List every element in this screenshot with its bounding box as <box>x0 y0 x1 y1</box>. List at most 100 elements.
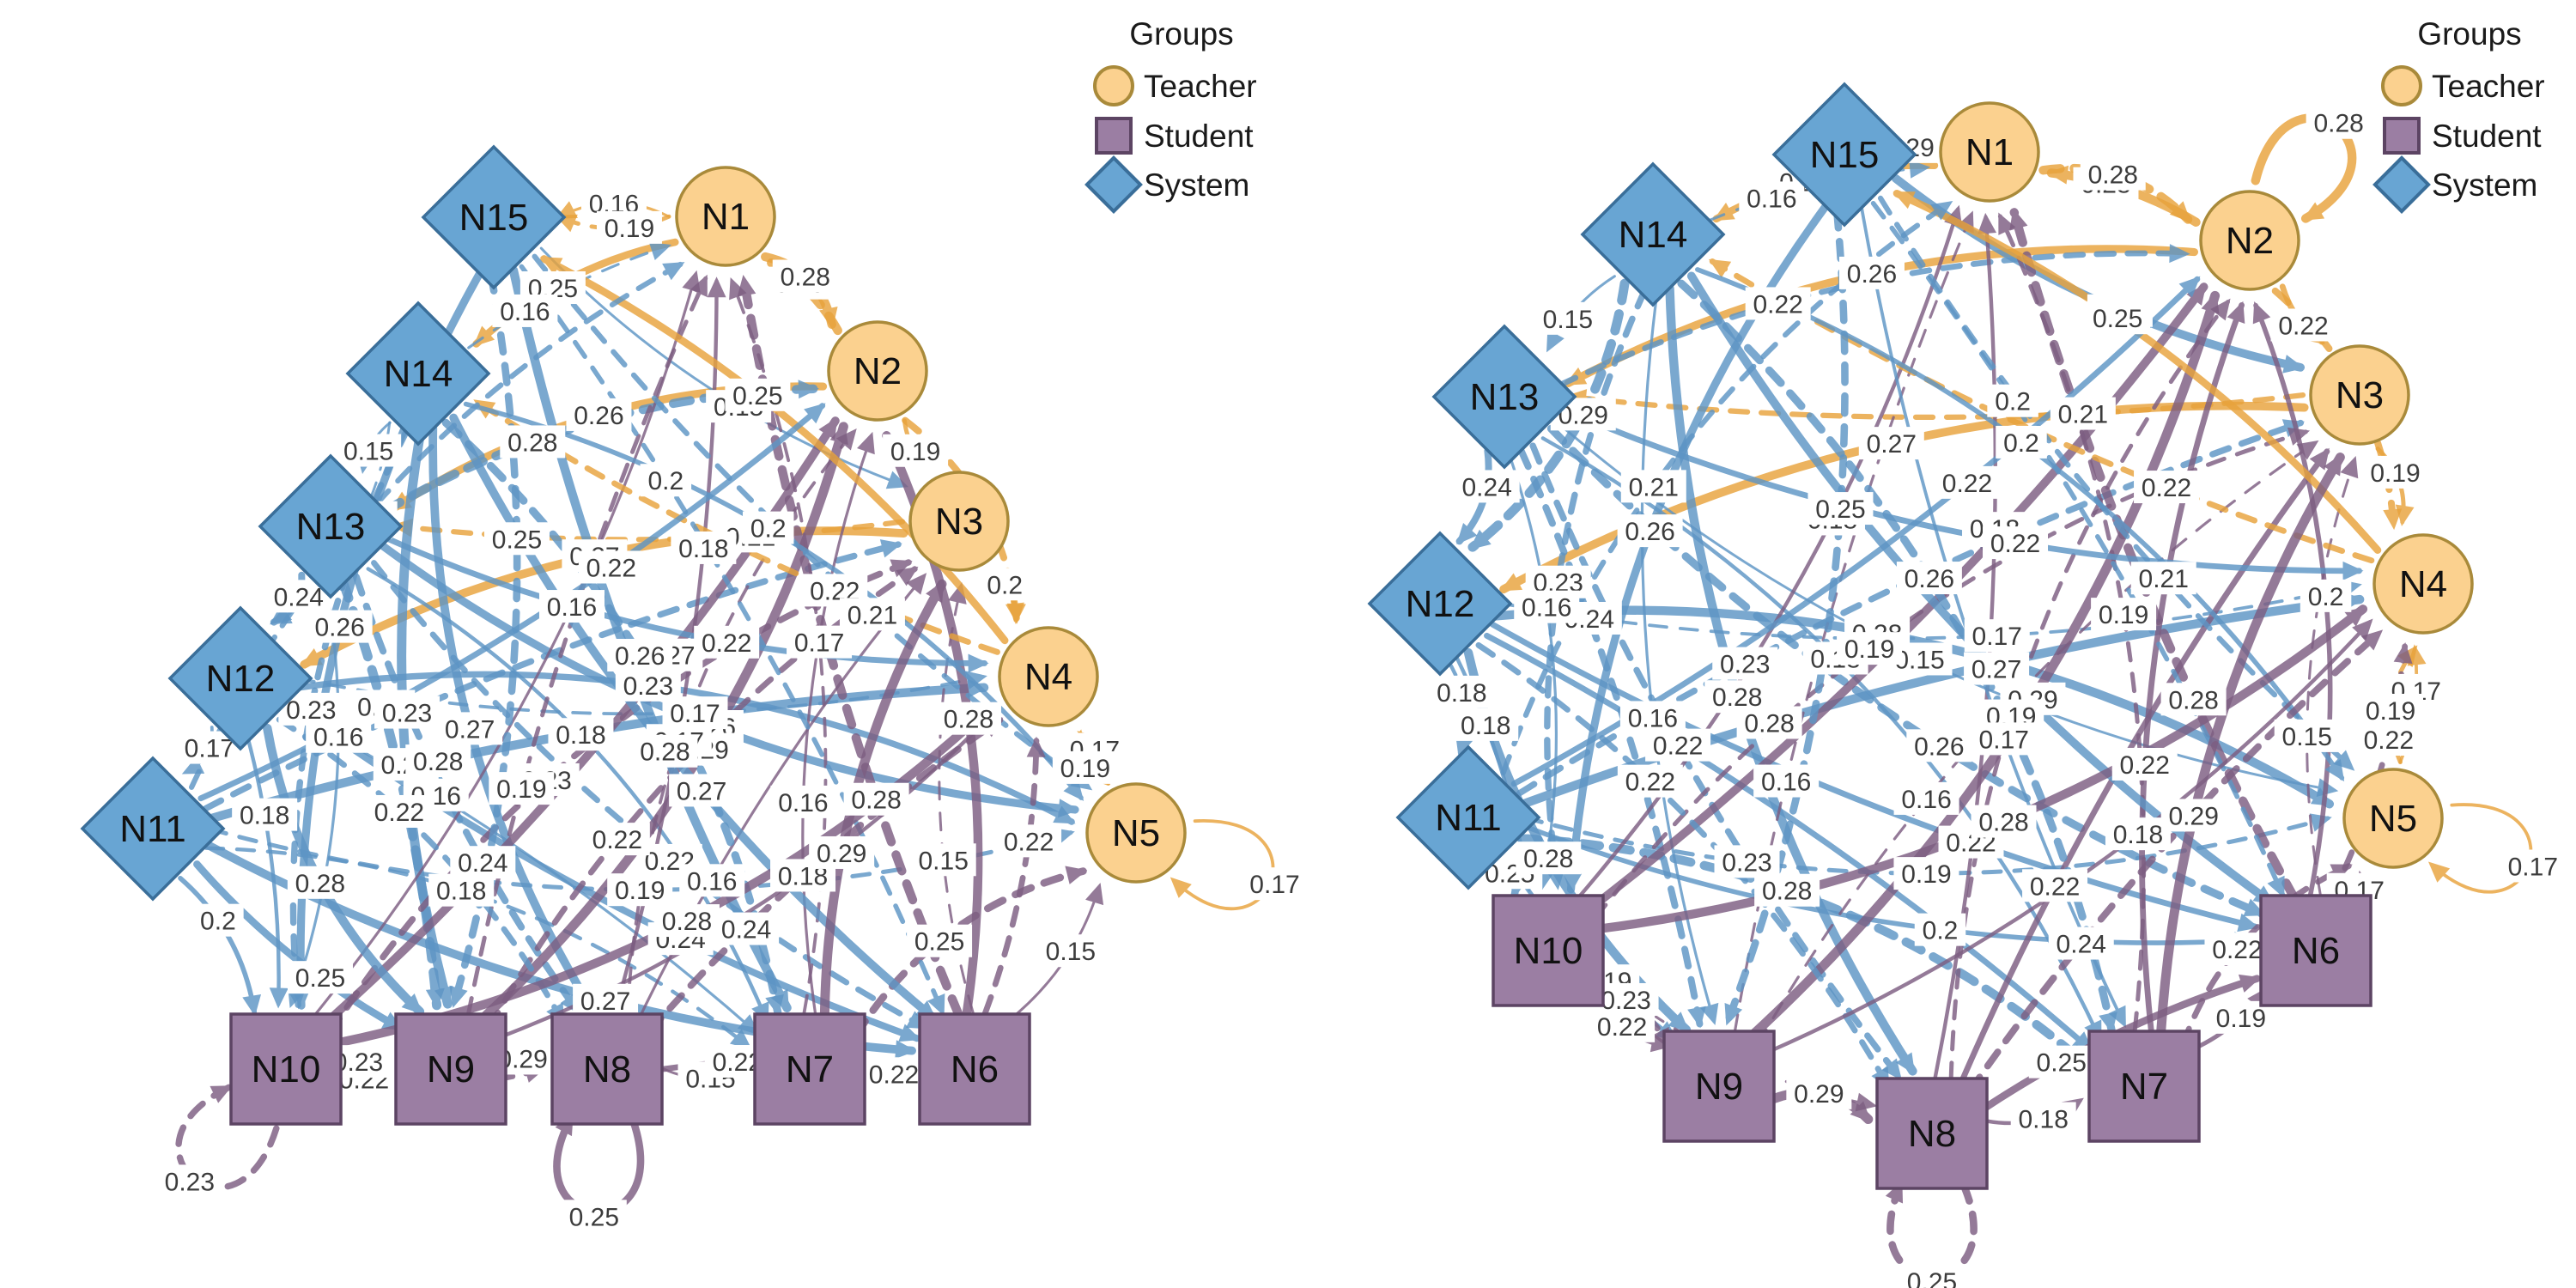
edge-weight-label: 0.26 <box>615 642 665 671</box>
edge-N15-N6 <box>519 264 945 1017</box>
teacher-node-shape <box>827 320 928 422</box>
node-N5: N5 <box>1085 782 1187 884</box>
edge-weight-box <box>2160 683 2227 716</box>
edge-weight-label: 0.19 <box>2099 601 2148 629</box>
node-label: N4 <box>1024 656 1072 698</box>
edge-weight-box <box>1893 781 1959 815</box>
edge-weight-label: 0.16 <box>1522 594 1571 623</box>
student-node-shape <box>229 1012 343 1126</box>
edge-N14-N5 <box>463 401 1084 801</box>
edge-weight-label: 0.28 <box>1744 709 1794 738</box>
edge-weight-label: 0.2 <box>200 908 236 936</box>
node-label: N5 <box>1112 812 1160 854</box>
edge-weight-box <box>1645 728 1711 762</box>
teacher-legend-icon <box>1093 65 1134 106</box>
legend-item-student: Student <box>1144 118 1254 154</box>
edge-weight-box <box>653 904 720 938</box>
node-N14: N14 <box>1580 161 1726 307</box>
edge-weight-label: 0.21 <box>2058 401 2108 429</box>
edge-weight-box <box>1712 647 1778 680</box>
edge-N9-N1 <box>1733 210 1974 1034</box>
edge-N10-N1 <box>1573 204 1963 903</box>
edge-weight-label: 0.28 <box>1978 809 2028 837</box>
edge-N10-N3 <box>326 559 913 1037</box>
edge-weight-box <box>787 625 853 659</box>
edge-weight-label: 0.17 <box>185 735 234 763</box>
node-N13: N13 <box>258 453 404 599</box>
edge-weight-box <box>861 1057 927 1091</box>
edge-weight-label: 0.19 <box>2216 1005 2266 1033</box>
edge-weight-box <box>996 824 1062 858</box>
edge-weight-box <box>156 1164 222 1198</box>
edge-weight-box <box>1753 764 1820 798</box>
edge-weight-label: 0.24 <box>721 916 771 945</box>
edge-weight-label: 0.22 <box>2364 726 2414 755</box>
edge-weight-box <box>1964 619 2030 653</box>
edge-weight-label: 0.19 <box>2370 459 2420 488</box>
edge-weight-label: 0.22 <box>586 554 636 582</box>
node-label: N8 <box>583 1048 631 1091</box>
edge-weight-label: 0.19 <box>2366 697 2415 726</box>
edge-weight-box <box>192 903 244 937</box>
student-node-shape <box>1492 894 1605 1007</box>
edge-weight-box <box>1838 256 1905 289</box>
node-N5: N5 <box>2342 768 2444 869</box>
edge-weight-box <box>640 464 692 497</box>
edge-weight-box <box>489 772 555 805</box>
node-N2: N2 <box>2199 190 2300 291</box>
node-N15: N15 <box>421 144 567 290</box>
edge-weight-box <box>1786 1076 1852 1109</box>
student-node-shape <box>2087 1030 2201 1143</box>
teacher-node-shape <box>675 166 776 267</box>
edge-weight-label: 0.19 <box>890 438 940 466</box>
edge-weight-box <box>366 794 432 828</box>
edge-weight-label: 0.28 <box>851 787 901 815</box>
edge-weight-box <box>2048 927 2114 960</box>
node-label: N7 <box>2120 1066 2168 1108</box>
edge-weight-label: 0.21 <box>848 601 897 629</box>
edge-weight-box <box>2358 693 2424 726</box>
edge-N12-N6 <box>1489 621 2260 933</box>
edge-weight-box <box>2130 562 2196 595</box>
system-node-shape <box>345 301 491 447</box>
edge-weight-box <box>2274 719 2340 752</box>
edge-N13-N6 <box>371 560 929 1030</box>
edge-weight-box <box>772 259 838 293</box>
edge-weight-box <box>573 983 639 1017</box>
edge-weight-box <box>2300 579 2352 612</box>
edge-weight-box <box>2028 1045 2094 1078</box>
edge-weight-label: 0.22 <box>1004 828 1054 856</box>
edge-weight-label: 0.15 <box>2282 723 2332 751</box>
edge-weight-label: 0.22 <box>1625 769 1675 797</box>
edge-weight-label: 0.18 <box>2113 821 2163 849</box>
edge-weight-box <box>1914 913 1966 946</box>
node-label: N6 <box>951 1048 999 1091</box>
edge-weight-label: 0.2 <box>2003 429 2039 458</box>
edge-weight-label: 0.23 <box>623 672 673 701</box>
edge-weight-label: 0.25 <box>295 964 345 993</box>
edge-weight-box <box>1987 384 2038 417</box>
edge-weight-box <box>907 924 973 957</box>
edge-weight-box <box>725 378 791 411</box>
node-N8: N8 <box>550 1012 664 1126</box>
legend-title: Groups <box>1129 16 1233 52</box>
edge-weight-box <box>492 294 558 327</box>
edge-weight-label: 0.26 <box>314 614 364 642</box>
edge-weight-box <box>2080 157 2146 191</box>
node-N4: N4 <box>998 626 1099 727</box>
edge-weight-label: 0.16 <box>547 593 597 622</box>
edge-weight-box <box>232 798 298 831</box>
edge-weight-box <box>2022 869 2088 902</box>
student-legend-icon <box>2383 117 2421 155</box>
system-node-shape <box>1367 531 1513 677</box>
edge-weight-box <box>632 734 698 768</box>
node-label: N11 <box>1435 797 1501 839</box>
edge-weight-box <box>2362 455 2428 489</box>
edge-weight-label: 0.22 <box>2142 474 2191 502</box>
nodes-layer: N1 N2 N3 N4 N5 N6 N7 N8 N9 N10 N11 N12 N13 N14 N15 <box>80 144 1187 1126</box>
edge-N7-N2 <box>2139 301 2245 1033</box>
edge-weight-box <box>2111 747 2178 781</box>
edge-weight-label: 0.28 <box>2313 110 2363 138</box>
system-legend-icon <box>1084 155 1143 214</box>
